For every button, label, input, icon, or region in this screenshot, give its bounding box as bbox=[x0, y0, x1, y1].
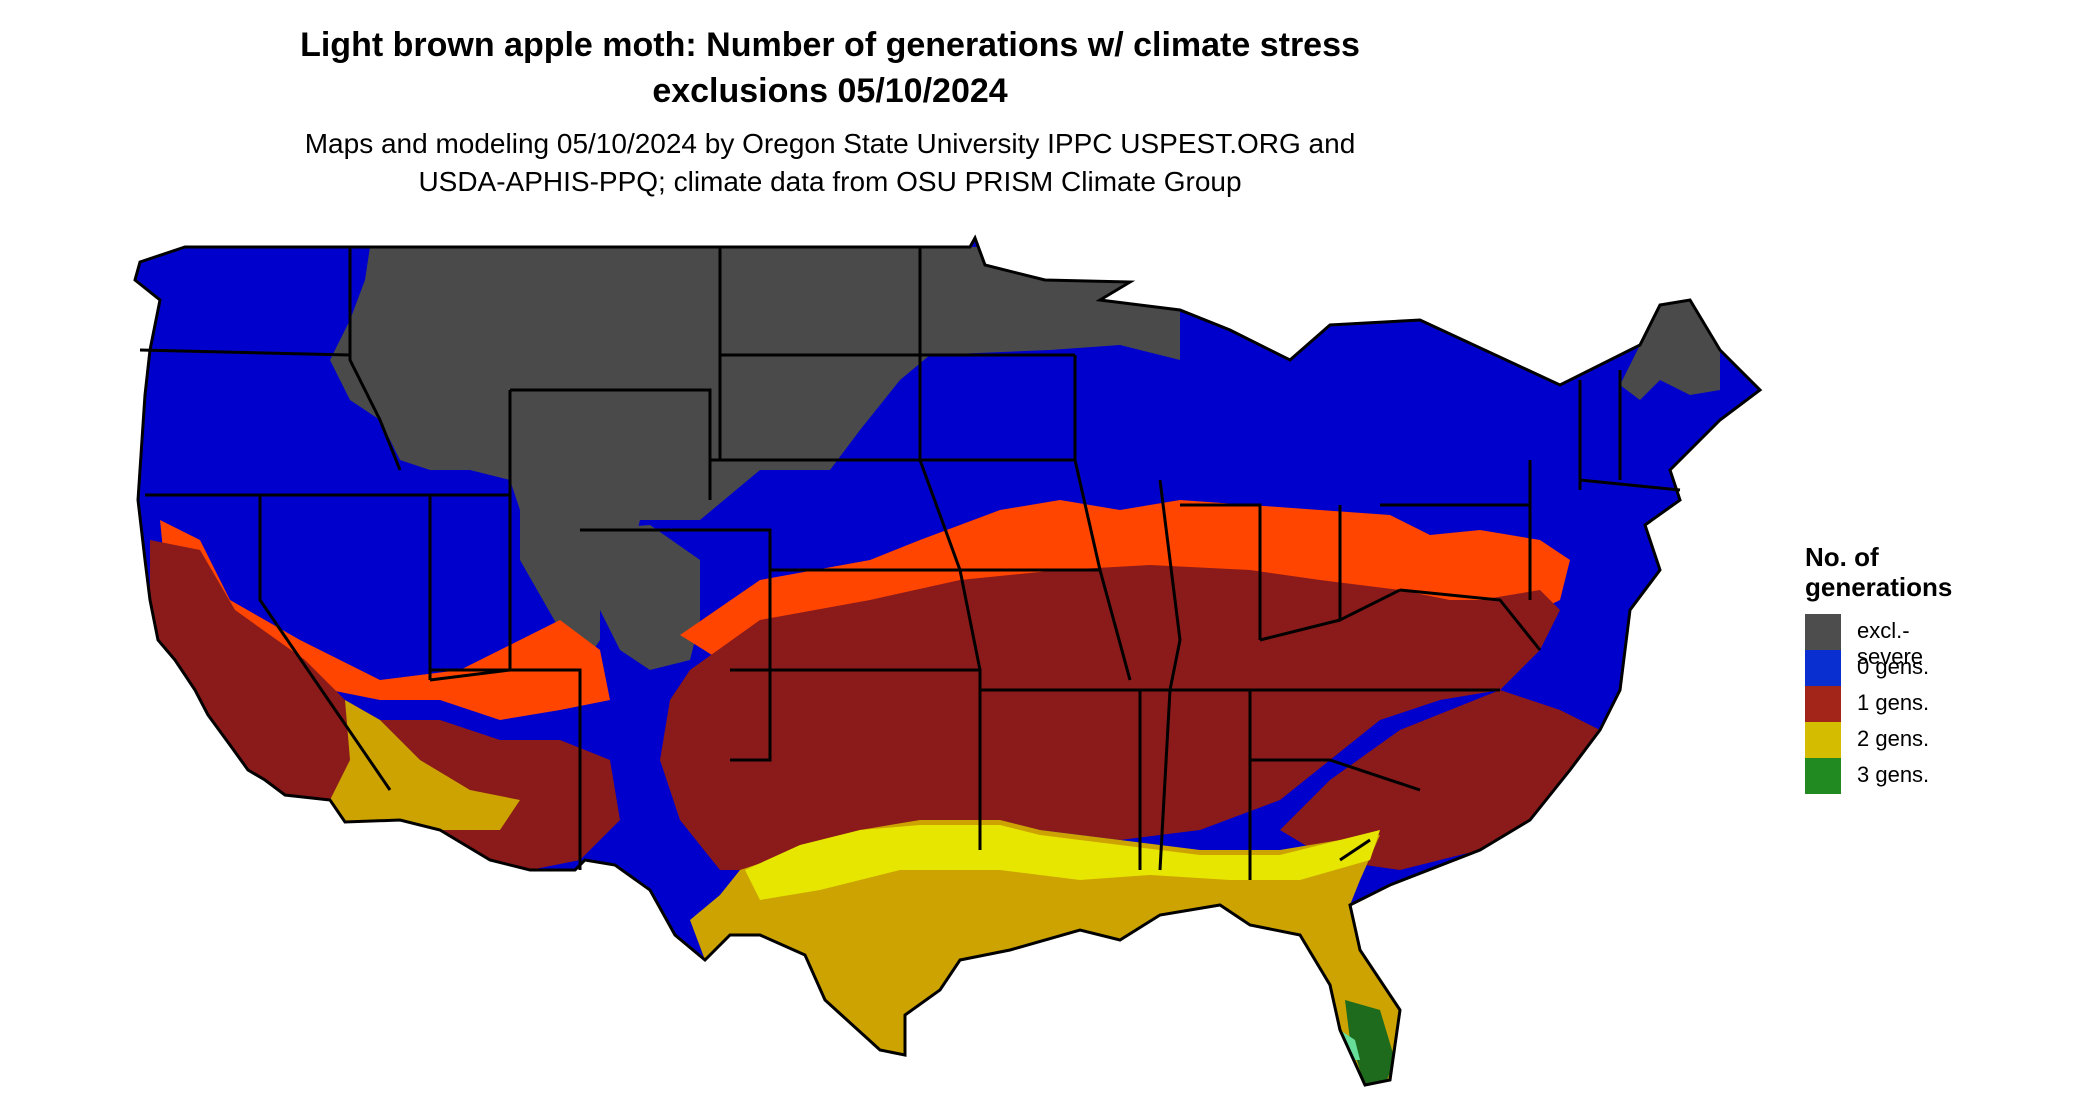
legend-label: 3 gens. bbox=[1857, 762, 1930, 787]
zone-excluded-southern-rockies bbox=[580, 525, 700, 670]
zone-three-gens-florida bbox=[1345, 1000, 1395, 1085]
legend-item: 0 gens. bbox=[1805, 650, 1952, 686]
state-borders bbox=[139, 247, 1681, 880]
legend-item: 2 gens. bbox=[1805, 722, 1952, 758]
chart-subtitle-line-1: Maps and modeling 05/10/2024 by Oregon S… bbox=[304, 128, 1356, 159]
zone-two-gens-desert bbox=[330, 700, 520, 830]
legend-swatch bbox=[1805, 686, 1841, 722]
legend-swatch bbox=[1805, 758, 1841, 794]
chart-title-line-1: Light brown apple moth: Number of genera… bbox=[300, 26, 1360, 64]
legend-swatch bbox=[1805, 722, 1841, 758]
legend-title-line-2: generations bbox=[1805, 572, 1953, 602]
zone-one-gen-east bbox=[660, 565, 1560, 870]
legend-label: 2 gens. bbox=[1857, 726, 1930, 751]
legend-swatch bbox=[1805, 614, 1841, 650]
legend-swatch bbox=[1805, 650, 1841, 686]
legend-title-line-1: No. of bbox=[1805, 542, 1879, 572]
zone-two-gens-bright-band bbox=[745, 825, 1380, 900]
zone-excluded-new-england bbox=[1620, 300, 1720, 400]
legend-item: 3 gens. bbox=[1805, 758, 1952, 794]
chart-subtitle-line-2: USDA-APHIS-PPQ; climate data from OSU PR… bbox=[418, 166, 1242, 197]
chart-title-line-2: exclusions 05/10/2024 bbox=[652, 72, 1008, 110]
zone-two-gens-gulf bbox=[690, 820, 1400, 1085]
legend-items: excl.-severe 0 gens. 1 gens. 2 gens. 3 gens. bbox=[1805, 614, 1952, 794]
legend-label: 1 gens. bbox=[1857, 690, 1930, 715]
us-outline bbox=[133, 234, 1763, 1087]
legend-item: 1 gens. bbox=[1805, 686, 1952, 722]
legend: No. of generations excl.-severe 0 gens. 1 … bbox=[1805, 542, 1952, 794]
zone-one-gen-southwest bbox=[150, 540, 620, 870]
legend-label: excl.-severe bbox=[1857, 618, 1924, 669]
legend-item: excl.-severe bbox=[1805, 614, 1952, 669]
legend-label: 0 gens. bbox=[1857, 654, 1930, 679]
